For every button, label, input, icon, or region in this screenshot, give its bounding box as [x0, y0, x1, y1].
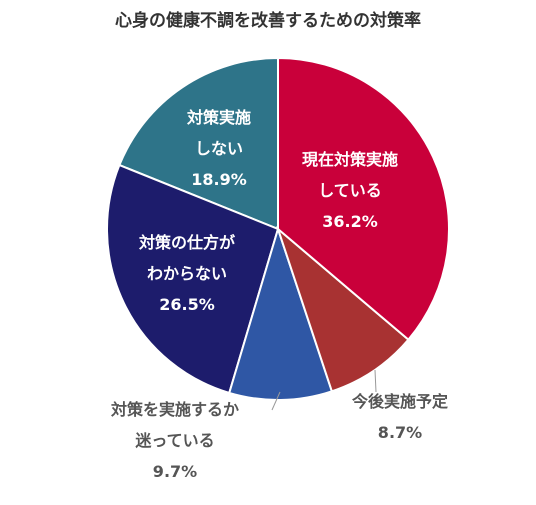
- slice-label: 対策を実施するか 迷っている 9.7%: [111, 394, 239, 487]
- pie-slice: [275, 225, 410, 393]
- chart-title: 心身の健康不調を改善するための対策率: [115, 11, 421, 31]
- category-label: 対策の仕方が わからない: [138, 233, 236, 283]
- category-label: 現在対策実施 している: [301, 150, 399, 200]
- category-label: 対策を実施するか 迷っている: [110, 400, 240, 450]
- pie-slice: [118, 56, 279, 231]
- category-label: 対策実施 しない: [186, 108, 252, 158]
- value-label: 36.2%: [322, 212, 378, 231]
- slice-label: 現在対策実施 している 36.2%: [302, 144, 398, 237]
- pie-slice: [106, 163, 280, 395]
- value-label: 9.7%: [152, 462, 198, 481]
- value-label: 18.9%: [191, 170, 247, 189]
- slice-label: 今後実施予定 8.7%: [352, 386, 448, 448]
- leader-line: [271, 391, 281, 411]
- value-label: 26.5%: [159, 295, 215, 314]
- slice-label: 対策の仕方が わからない 26.5%: [139, 227, 235, 320]
- pie-slice: [277, 56, 450, 342]
- category-label: 今後実施予定: [351, 392, 449, 411]
- leader-line: [374, 369, 377, 393]
- value-label: 8.7%: [377, 423, 423, 442]
- slice-label: 対策実施 しない 18.9%: [187, 102, 251, 195]
- pie-slice: [228, 225, 334, 401]
